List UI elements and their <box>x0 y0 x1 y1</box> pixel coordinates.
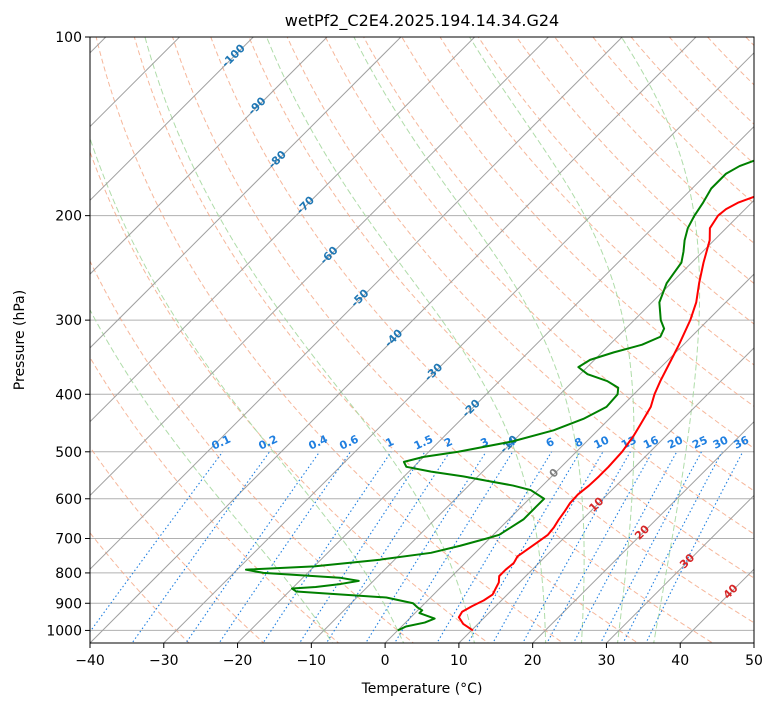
dry-adiabat <box>133 37 639 643</box>
chart-title: wetPf2_C2E4.2025.194.14.34.G24 <box>285 11 559 31</box>
mixing-ratio-line <box>262 451 392 643</box>
profile-series <box>244 159 754 632</box>
moist-adiabat <box>469 37 635 643</box>
y-tick-label: 700 <box>55 532 82 548</box>
moist-adiabat <box>90 136 405 643</box>
isotherm <box>90 37 402 349</box>
y-tick-label: 300 <box>55 313 82 329</box>
moist-adiabat <box>621 37 701 643</box>
mixing-ratio-line <box>467 451 581 643</box>
mixing-ratio-lines <box>90 451 744 643</box>
mixing-ratio-label: 36 <box>732 433 752 451</box>
isotherm <box>236 125 754 643</box>
mixing-ratio-line <box>393 451 514 643</box>
mixing-ratio-line <box>572 451 678 643</box>
y-tick-label: 1000 <box>46 623 82 639</box>
mixing-ratio-line <box>325 451 451 643</box>
isotherm <box>384 273 754 643</box>
y-tick-label: 100 <box>55 30 82 46</box>
x-tick-label: 20 <box>524 653 542 669</box>
y-tick-label: 400 <box>55 387 82 403</box>
dry-adiabat <box>363 37 754 449</box>
dry-adiabat <box>477 37 754 325</box>
dry-adiabat <box>515 37 754 285</box>
isotherm <box>90 37 697 643</box>
mixing-ratio-label: 20 <box>666 433 686 451</box>
x-tick-label: 0 <box>381 653 390 669</box>
isotherm <box>605 494 754 643</box>
y-tick-label: 500 <box>55 445 82 461</box>
x-tick-label: −20 <box>223 653 253 669</box>
dry-adiabat <box>401 37 754 407</box>
grid <box>90 37 754 631</box>
isotherm <box>90 37 255 202</box>
isotherm <box>90 37 181 128</box>
mixing-ratio-line <box>131 451 271 643</box>
x-tick-label: 30 <box>598 653 616 669</box>
x-tick-label: 10 <box>450 653 468 669</box>
moist-adiabat <box>144 37 475 643</box>
y-tick-label: 800 <box>55 566 82 582</box>
y-tick-label: 900 <box>55 596 82 612</box>
mixing-ratio-label: 16 <box>641 433 661 451</box>
dewpoint-line <box>244 159 754 632</box>
isotherm <box>90 37 476 423</box>
x-tick-label: −10 <box>297 653 327 669</box>
isotherm <box>90 37 623 570</box>
mixing-ratio-label: 30 <box>711 433 731 451</box>
x-tick-label: −30 <box>149 653 179 669</box>
mixing-ratio-line <box>546 451 653 643</box>
mixing-ratio-line <box>365 451 487 643</box>
dry-adiabat <box>90 532 190 643</box>
dry-adiabat <box>90 260 415 643</box>
temperature-line <box>457 195 754 632</box>
dry-adiabat <box>90 446 265 643</box>
mixing-ratio-line <box>492 451 604 643</box>
y-axis: 1000 900 800 700 600 500 400 300 200 100 <box>46 30 90 639</box>
dry-adiabat <box>90 356 340 643</box>
isotherm <box>531 420 754 643</box>
y-axis-label: Pressure (hPa) <box>12 290 28 390</box>
x-tick-label: −40 <box>75 653 105 669</box>
dry-adiabat <box>95 37 564 643</box>
x-tick-label: 40 <box>671 653 689 669</box>
isotherm <box>90 37 328 275</box>
isotherm <box>310 199 754 643</box>
dry-adiabat <box>172 37 714 643</box>
x-axis-label: Temperature (°C) <box>361 681 483 697</box>
mixing-ratio-line <box>298 451 426 643</box>
y-tick-label: 200 <box>55 209 82 225</box>
isotherm <box>90 37 550 497</box>
y-tick-label: 600 <box>55 492 82 508</box>
mixing-ratio-label: 10 <box>592 433 612 451</box>
moist-adiabat <box>353 37 585 643</box>
mixing-ratio-line <box>600 451 702 643</box>
isotherms <box>90 37 754 643</box>
mixing-ratio-line <box>218 451 351 643</box>
x-axis: −40 −30 −20 −10 0 10 20 30 40 50 <box>75 643 763 669</box>
mixing-ratio-label: 25 <box>690 433 709 451</box>
isotherm <box>163 52 754 643</box>
isotherm <box>458 347 754 643</box>
plot-frame <box>89 36 755 644</box>
dry-adiabat <box>210 37 754 624</box>
x-tick-label: 50 <box>745 653 763 669</box>
mixing-ratio-line <box>436 451 553 643</box>
